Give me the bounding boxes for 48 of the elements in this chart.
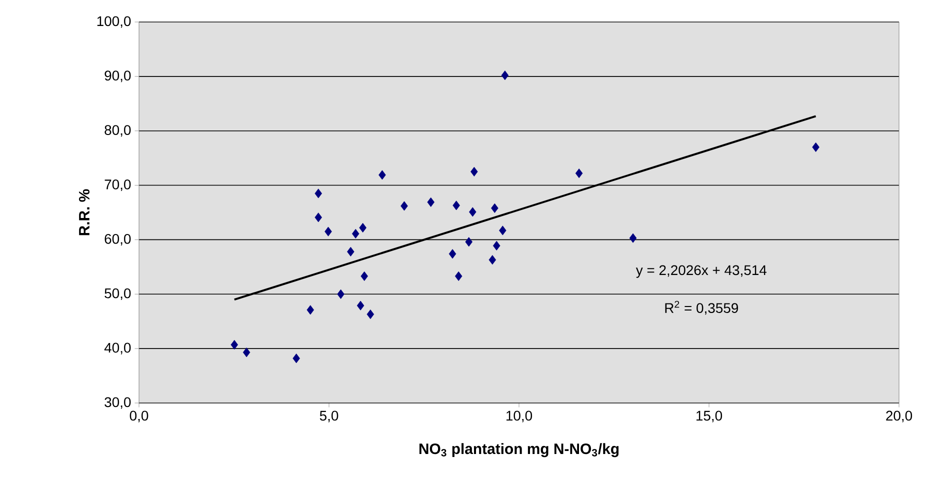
- x-tick-label: 20,0: [886, 410, 912, 422]
- y-tick-label: 60,0: [104, 234, 131, 246]
- point: [575, 168, 583, 178]
- point: [366, 309, 374, 320]
- point: [314, 212, 322, 222]
- point: [470, 166, 478, 176]
- y-tick-label: 90,0: [104, 70, 131, 82]
- x-tick-label: 0,0: [130, 410, 148, 422]
- point: [812, 142, 820, 152]
- point: [230, 340, 238, 350]
- point: [306, 305, 314, 315]
- y-tick-label: 50,0: [104, 288, 131, 300]
- point: [492, 240, 500, 250]
- y-tick-label: 70,0: [104, 180, 131, 192]
- point: [324, 226, 332, 236]
- point: [452, 200, 460, 210]
- y-tick-label: 40,0: [104, 342, 131, 354]
- point: [488, 255, 496, 265]
- point: [501, 70, 509, 80]
- y-tick-label: 30,0: [104, 397, 131, 409]
- point: [499, 226, 506, 236]
- x-axis-title: NO$_{3}$ plantation mg N-NO$_{3}$/kg: [419, 443, 619, 458]
- point: [454, 271, 462, 281]
- y-axis-title: R.R. %: [78, 189, 90, 236]
- point: [292, 354, 300, 364]
- x-tick-label: 5,0: [320, 410, 338, 422]
- point: [352, 228, 360, 239]
- point: [314, 188, 322, 198]
- point: [427, 197, 434, 207]
- x-tick-label: 10,0: [506, 410, 532, 422]
- y-tick-label: 100,0: [97, 16, 131, 28]
- point: [347, 246, 354, 256]
- point: [356, 300, 364, 310]
- point: [448, 249, 456, 259]
- point: [359, 222, 366, 233]
- point: [378, 170, 386, 180]
- point: [400, 201, 408, 211]
- point: [629, 233, 637, 243]
- point: [491, 203, 498, 213]
- y-tick-label: 80,0: [104, 125, 131, 137]
- annotation: y = 2,2026x + 43,514: [636, 265, 767, 278]
- point: [469, 207, 476, 217]
- point: [360, 271, 368, 281]
- annotation: R$^{2}$ = 0,3559: [665, 300, 738, 315]
- point: [242, 348, 250, 358]
- x-tick-label: 15,0: [696, 410, 722, 422]
- point: [337, 289, 344, 299]
- point: [465, 237, 472, 247]
